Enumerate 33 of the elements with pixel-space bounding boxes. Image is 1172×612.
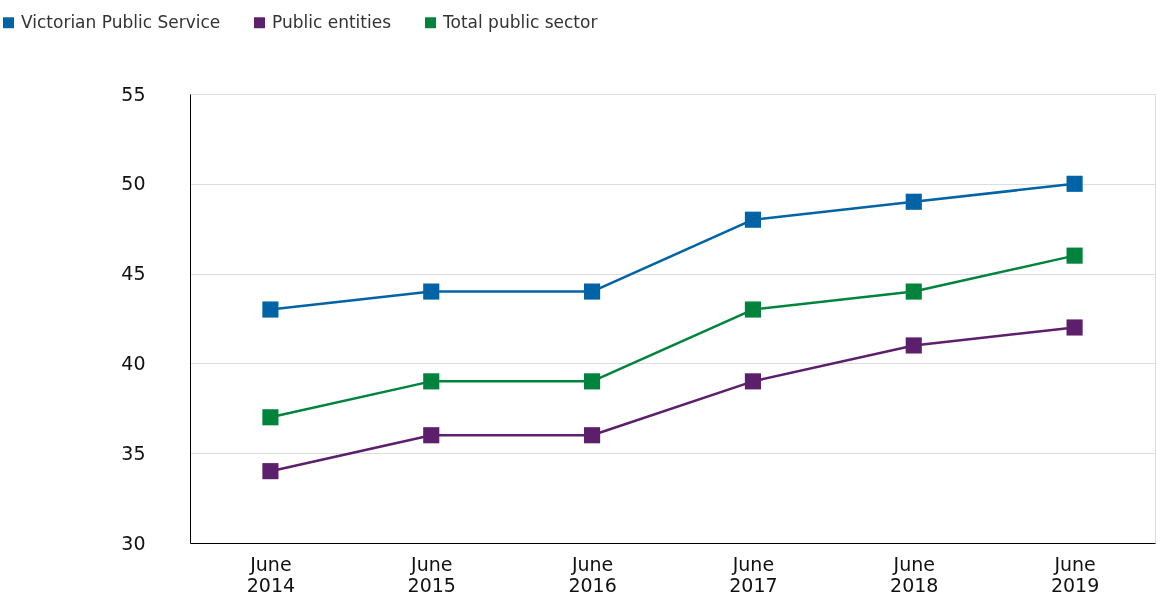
point <box>423 373 440 390</box>
x-tick-label: June 2018 <box>890 552 939 596</box>
y-tick-label: 50 <box>121 172 146 195</box>
x-tick-label: June 2019 <box>1050 552 1100 596</box>
legend-label: Total public sector <box>442 11 598 32</box>
y-tick-label: 55 <box>121 82 146 105</box>
point <box>744 373 761 390</box>
point <box>423 283 440 300</box>
point <box>905 193 922 210</box>
legend-label: Victorian Public Service <box>21 11 221 32</box>
point <box>905 283 922 300</box>
y-tick-label: 45 <box>121 262 146 285</box>
point <box>262 409 279 426</box>
x-tick-label: June 2017 <box>729 552 778 596</box>
point <box>905 337 922 354</box>
point <box>744 301 761 318</box>
y-tick-label: 30 <box>121 531 146 554</box>
legend-label: Public entities <box>272 11 392 32</box>
point <box>1066 247 1083 264</box>
point <box>584 283 601 300</box>
x-tick-label: June 2014 <box>246 552 296 596</box>
x-tick-label: June 2015 <box>407 552 456 596</box>
point <box>744 211 761 228</box>
point <box>1066 319 1083 336</box>
point <box>1066 175 1083 192</box>
point <box>584 427 601 444</box>
point <box>262 301 279 318</box>
x-tick-label: June 2016 <box>568 552 617 596</box>
point <box>584 373 601 390</box>
y-tick-label: 40 <box>121 351 146 374</box>
point <box>262 463 279 480</box>
y-tick-label: 35 <box>121 441 146 464</box>
point <box>423 427 440 444</box>
